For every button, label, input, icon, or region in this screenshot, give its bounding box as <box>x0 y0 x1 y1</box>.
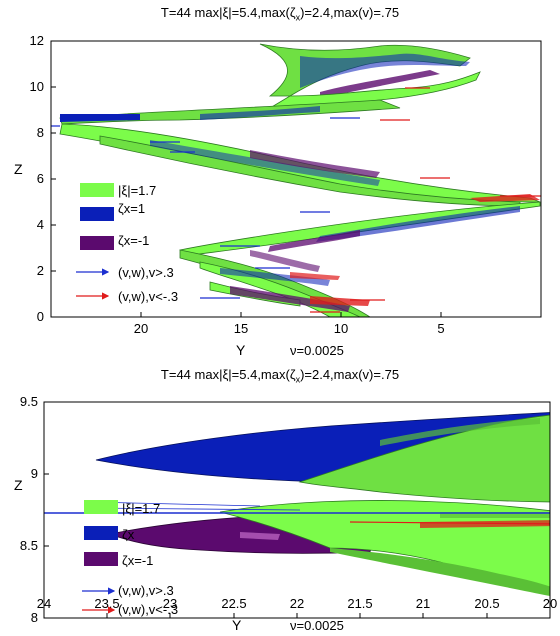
x-axis-label: Y <box>232 617 242 633</box>
panel-title: T=44 max|ξ|=5.4,max(ζx)=2.4,max(v)=.75 <box>0 367 560 385</box>
legend-swatch <box>80 183 114 197</box>
y-tick-label: 4 <box>37 217 44 232</box>
x-tick-label: 5 <box>437 321 444 336</box>
legend-label: (v,w),v>.3 <box>118 583 174 598</box>
viscosity-label: ν=0.0025 <box>290 343 344 358</box>
y-tick-label: 9 <box>31 466 38 481</box>
y-tick-label: 8 <box>37 125 44 140</box>
title-subscript: x <box>295 374 301 385</box>
vortex-surfaces <box>95 412 550 596</box>
legend-label: ζx=1 <box>118 201 145 216</box>
y-axis-label: Z <box>14 477 23 493</box>
x-tick-label: 15 <box>234 321 248 336</box>
legend: |ξ|=1.7 ζx=1 ζx=-1 (v,w),v>.3 (v,w),v<-.… <box>76 183 178 304</box>
x-tick-label: 10 <box>334 321 348 336</box>
legend-label: (v,w),v<-.3 <box>118 602 178 617</box>
y-tick-label: 2 <box>37 263 44 278</box>
title-prefix: T=44 max|ξ|=5.4,max(ζ <box>160 367 296 382</box>
y-ticks <box>51 40 56 318</box>
legend-label: ζx=-1 <box>122 553 153 568</box>
top-plot: 0 2 4 6 8 10 12 20 15 10 5 Z Y ν=0.0025 … <box>14 33 542 358</box>
title-suffix: )=2.4,max(v)=.75 <box>300 5 400 20</box>
title-suffix: )=2.4,max(v)=.75 <box>300 367 400 382</box>
y-tick-label: 10 <box>30 79 44 94</box>
legend-swatch <box>80 236 114 250</box>
x-tick-label: 21.5 <box>347 596 372 611</box>
y-tick-label: 8 <box>31 610 38 625</box>
x-tick-label: 20.5 <box>474 596 499 611</box>
y-tick-label: 8.5 <box>20 538 38 553</box>
x-ticks <box>140 312 442 317</box>
velocity-arrows <box>51 87 541 313</box>
viscosity-label: ν=0.0025 <box>290 618 344 633</box>
top-panel: T=44 max|ξ|=5.4,max(ζx)=2.4,max(v)=.75 <box>0 5 560 358</box>
bottom-panel: T=44 max|ξ|=5.4,max(ζx)=2.4,max(v)=.75 <box>0 362 560 636</box>
y-tick-label: 9.5 <box>20 394 38 409</box>
legend-swatch <box>80 207 114 221</box>
y-tick-label: 6 <box>37 171 44 186</box>
legend-label: |ξ|=1.7 <box>118 183 156 198</box>
title-subscript: x <box>295 12 301 23</box>
x-tick-label: 22.5 <box>221 596 246 611</box>
legend-label: ζx <box>122 527 135 542</box>
bottom-plot: 8 8.5 9 9.5 24 23.5 23 22.5 22 21.5 21 2… <box>14 394 557 633</box>
y-ticks <box>44 401 49 619</box>
legend-swatch <box>84 500 118 514</box>
title-prefix: T=44 max|ξ|=5.4,max(ζ <box>160 5 296 20</box>
y-tick-label: 0 <box>37 309 44 324</box>
x-tick-label: 22 <box>290 596 304 611</box>
legend-label: (v,w),v>.3 <box>118 265 174 280</box>
legend-swatch <box>84 552 118 566</box>
x-axis-label: Y <box>236 342 246 358</box>
y-axis-label: Z <box>14 161 23 177</box>
legend-label: (v,w),v<-.3 <box>118 289 178 304</box>
x-tick-label: 20 <box>543 596 557 611</box>
legend: |ξ|=1.7 ζx ζx=-1 (v,w),v>.3 (v,w),v<-.3 <box>82 500 178 617</box>
y-tick-label: 12 <box>30 33 44 48</box>
x-tick-label: 20 <box>134 321 148 336</box>
x-tick-label: 24 <box>37 596 51 611</box>
x-ticks <box>43 613 551 618</box>
vortex-surfaces <box>59 43 541 317</box>
panel-title: T=44 max|ξ|=5.4,max(ζx)=2.4,max(v)=.75 <box>0 5 560 23</box>
x-tick-label: 23 <box>163 596 177 611</box>
legend-swatch <box>84 526 118 540</box>
legend-label: |ξ|=1.7 <box>122 501 160 516</box>
legend-label: ζx=-1 <box>118 233 149 248</box>
x-tick-label: 23.5 <box>94 596 119 611</box>
x-tick-label: 21 <box>416 596 430 611</box>
